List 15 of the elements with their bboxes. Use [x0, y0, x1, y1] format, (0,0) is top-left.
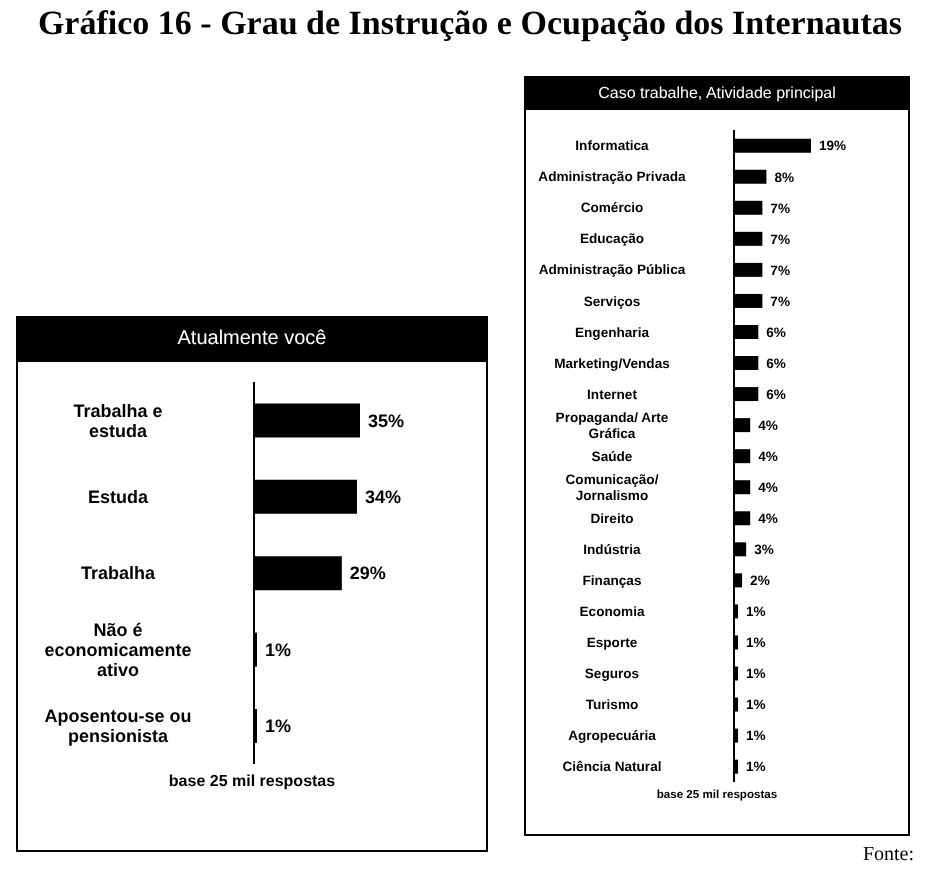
source-note: Fonte: — [860, 844, 914, 866]
y-tick-label: Não é economicamente ativo — [44, 619, 192, 680]
text: Gráfico 16 - Grau de Instrução e Ocupação dos Internautas — [35, 4, 905, 44]
data-label: 35% — [368, 410, 405, 431]
data-label: 29% — [349, 563, 386, 584]
text: base 25 mil respostas — [166, 772, 338, 790]
y-tick-label: Aposentou-se ou pensionista — [44, 706, 192, 747]
chart-subtitle: Atualmente você — [18, 318, 486, 362]
data-label: 1% — [265, 639, 292, 660]
y-tick-label: Estuda — [87, 486, 150, 507]
data-label: 34% — [364, 487, 401, 508]
y-tick-label: Trabalha — [80, 563, 157, 584]
y-tick-label: Trabalha e estuda — [73, 400, 163, 441]
data-label: 1% — [265, 716, 292, 737]
chart-subtitle: Caso trabalhe, Atividade principal — [526, 78, 908, 110]
